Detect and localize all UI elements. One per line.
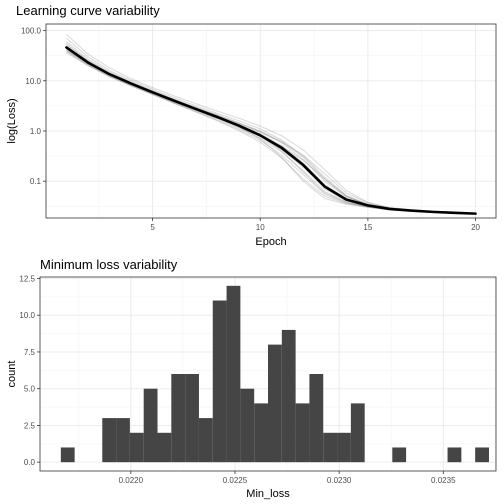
histogram-y-tick-label: 2.5 (24, 421, 36, 430)
histogram-bars (60, 285, 489, 463)
histogram-bar (116, 418, 130, 463)
learning-curve-title: Learning curve variability (16, 3, 160, 18)
histogram-y-tick-label: 12.5 (19, 274, 35, 283)
histogram-bar (323, 432, 338, 463)
histogram-bar (240, 388, 255, 463)
histogram-bar (60, 447, 75, 463)
histogram-bar (254, 403, 268, 463)
histogram-bar (129, 432, 144, 463)
learning-curve-x-tick-label: 15 (363, 223, 372, 232)
histogram-bar (475, 447, 489, 463)
min-loss-histogram-title: Minimum loss variability (40, 257, 178, 272)
learning-curve-x-axis-title: Epoch (255, 236, 286, 248)
histogram-bar (185, 374, 199, 463)
histogram-bar (171, 374, 186, 463)
learning-curve-y-tick-label: 100.0 (21, 27, 42, 36)
histogram-x-tick-label: 0.0235 (431, 476, 456, 485)
learning-curve-panel-background (46, 24, 496, 218)
learning-curve-y-tick-label: 0.1 (30, 177, 42, 186)
learning-curve-panel-border (45, 23, 497, 219)
histogram-y-axis-title: count (6, 361, 18, 388)
histogram-bar (268, 344, 282, 463)
histogram-bar (102, 418, 117, 463)
min-loss-histogram: Minimum loss variability 0.0220 0.0225 0.0… (6, 257, 497, 500)
histogram-y-tick-label: 0.0 (24, 458, 36, 467)
histogram-bar (198, 418, 213, 463)
histogram-bar (350, 403, 365, 463)
histogram-x-tick-label: 0.0220 (119, 476, 144, 485)
learning-curve-y-axis: 0.1 1.0 10.0 100.0 (21, 27, 46, 186)
histogram-bar (337, 432, 351, 463)
learning-curve-x-tick-label: 10 (256, 223, 265, 232)
histogram-y-tick-label: 10.0 (19, 311, 35, 320)
histogram-bar (281, 329, 296, 463)
learning-curve-y-axis-title: log(Loss) (6, 98, 18, 143)
learning-curve-x-axis: 5 10 15 20 (150, 218, 481, 232)
histogram-bar (295, 403, 310, 463)
learning-curve-x-tick-label: 5 (150, 223, 155, 232)
histogram-x-tick-label: 0.0230 (327, 476, 352, 485)
histogram-bar (212, 300, 227, 463)
histogram-bar (143, 388, 158, 463)
learning-curve-chart: Learning curve variability 5 10 15 20 0.1 1.… (6, 3, 497, 248)
histogram-bar (309, 374, 324, 463)
histogram-x-axis: 0.0220 0.0225 0.0230 0.0235 (119, 471, 456, 485)
learning-curve-gridlines (46, 24, 496, 218)
learning-curve-mean-line (65, 46, 477, 215)
histogram-bar (226, 285, 241, 463)
learning-curve-y-tick-label: 1.0 (30, 127, 42, 136)
histogram-bar (392, 447, 407, 463)
histogram-bar (447, 447, 462, 463)
histogram-bar (157, 432, 172, 463)
histogram-x-axis-title: Min_loss (246, 488, 290, 500)
histogram-y-tick-label: 7.5 (24, 348, 36, 357)
histogram-panel-border (39, 276, 497, 472)
learning-curve-x-tick-label: 20 (471, 223, 480, 232)
histogram-y-axis: 0.0 2.5 5.0 7.5 10.0 12.5 (19, 274, 40, 467)
histogram-y-tick-label: 5.0 (24, 385, 36, 394)
histogram-x-tick-label: 0.0225 (223, 476, 248, 485)
learning-curve-mean-lines (65, 46, 477, 215)
learning-curve-y-tick-label: 10.0 (25, 77, 41, 86)
